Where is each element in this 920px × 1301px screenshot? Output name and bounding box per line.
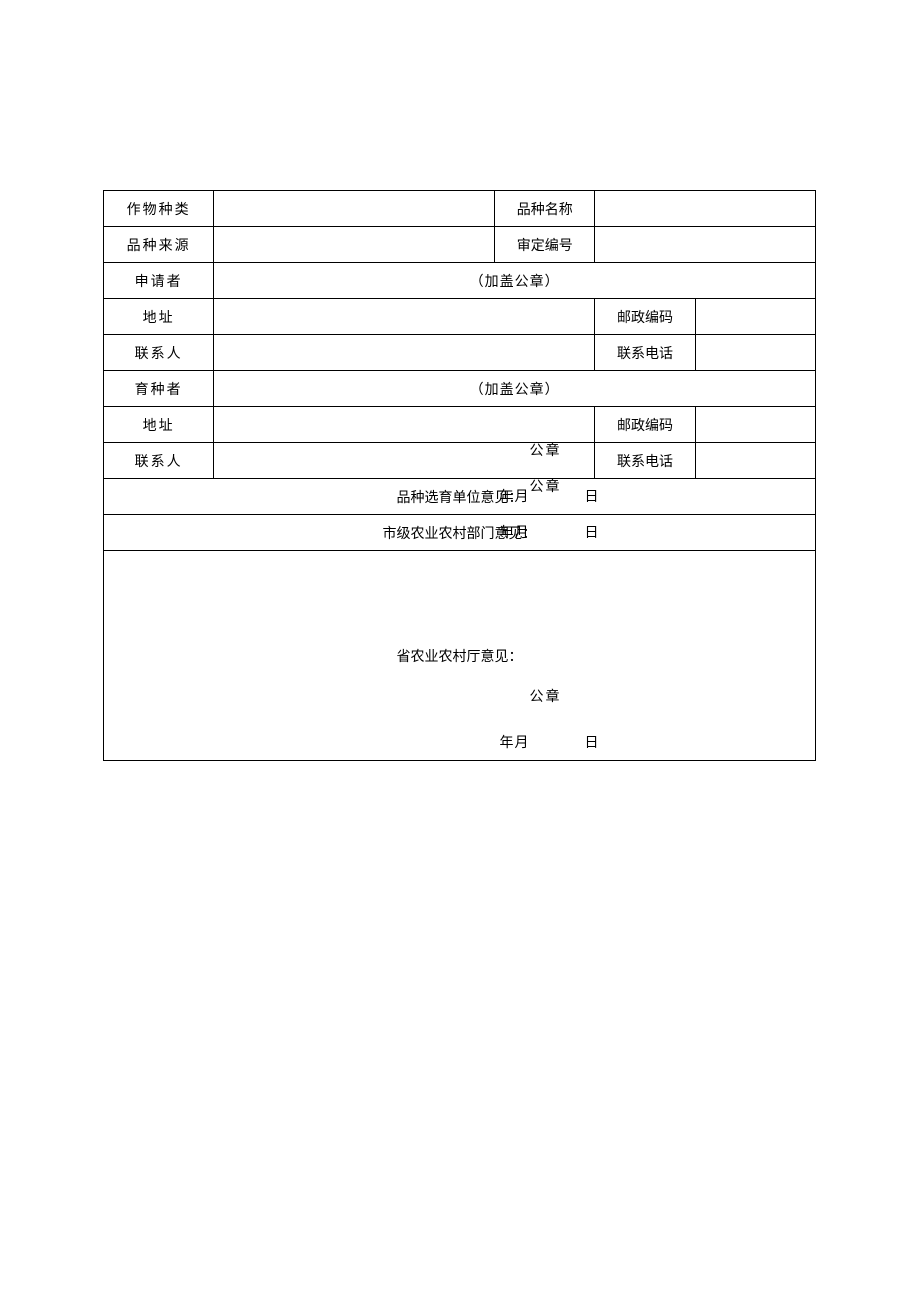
label-crop-type: 作物种类 <box>104 191 214 227</box>
label-variety-source: 品种来源 <box>104 227 214 263</box>
table-row: 育种者 （加盖公章） <box>104 371 816 407</box>
year-month-label: 年月 <box>500 490 530 505</box>
label-contact-phone-2: 联系电话 <box>595 443 695 479</box>
opinion-province-dept: 省农业农村厅意见： 公章 年月 日 <box>104 551 816 761</box>
label-contact-person-1: 联系人 <box>104 335 214 371</box>
value-variety-name <box>595 191 816 227</box>
value-contact-phone-1 <box>695 335 815 371</box>
value-crop-type <box>214 191 495 227</box>
value-variety-source <box>214 227 495 263</box>
opinion-row-province: 省农业农村厅意见： 公章 年月 日 <box>104 551 816 761</box>
table-row: 联系人 联系电话 <box>104 443 816 479</box>
value-applicant: （加盖公章） <box>214 263 816 299</box>
label-postal-code-1: 邮政编码 <box>595 299 695 335</box>
table-row: 地址 邮政编码 <box>104 299 816 335</box>
label-approval-number: 审定编号 <box>495 227 595 263</box>
day-label: 日 <box>585 526 600 541</box>
year-month-label: 年月 <box>500 526 530 541</box>
value-contact-person-1 <box>214 335 595 371</box>
opinion-title: 市级农业农村部门意见： <box>108 523 811 543</box>
label-postal-code-2: 邮政编码 <box>595 407 695 443</box>
application-form-table: 作物种类 品种名称 品种来源 审定编号 申请者 （加盖公章） 地址 邮政编码 联… <box>103 190 816 761</box>
value-breeder: （加盖公章） <box>214 371 816 407</box>
opinion-breeding-unit: 品种选育单位意见： 公章 年月 日 <box>104 479 816 515</box>
table-row: 地址 邮政编码 <box>104 407 816 443</box>
label-contact-phone-1: 联系电话 <box>595 335 695 371</box>
label-address-2: 地址 <box>104 407 214 443</box>
seal-label: 公章 <box>530 686 562 706</box>
table-row: 联系人 联系电话 <box>104 335 816 371</box>
seal-note: （加盖公章） <box>470 275 560 290</box>
day-label: 日 <box>585 736 600 751</box>
value-address-1 <box>214 299 595 335</box>
seal-note: （加盖公章） <box>470 383 560 398</box>
label-contact-person-2: 联系人 <box>104 443 214 479</box>
value-approval-number <box>595 227 816 263</box>
label-breeder: 育种者 <box>104 371 214 407</box>
value-address-2 <box>214 407 595 443</box>
value-postal-code-1 <box>695 299 815 335</box>
label-applicant: 申请者 <box>104 263 214 299</box>
day-label: 日 <box>585 490 600 505</box>
label-address-1: 地址 <box>104 299 214 335</box>
opinion-city-dept: 市级农业农村部门意见： 公章 年月日 <box>104 515 816 551</box>
opinion-row-breeding: 品种选育单位意见： 公章 年月 日 <box>104 479 816 515</box>
table-row: 品种来源 审定编号 <box>104 227 816 263</box>
value-contact-phone-2 <box>695 443 815 479</box>
opinion-title: 省农业农村厅意见： <box>108 646 811 666</box>
table-row: 作物种类 品种名称 <box>104 191 816 227</box>
year-month-label: 年月 <box>500 736 530 751</box>
opinion-row-city: 市级农业农村部门意见： 公章 年月日 <box>104 515 816 551</box>
seal-label: 公章 <box>530 476 562 496</box>
value-postal-code-2 <box>695 407 815 443</box>
seal-label: 公章 <box>530 440 562 460</box>
date-line: 年月 日 <box>500 732 600 752</box>
table-row: 申请者 （加盖公章） <box>104 263 816 299</box>
opinion-title: 品种选育单位意见： <box>108 487 811 507</box>
label-variety-name: 品种名称 <box>495 191 595 227</box>
date-line: 年月 日 <box>500 522 600 542</box>
